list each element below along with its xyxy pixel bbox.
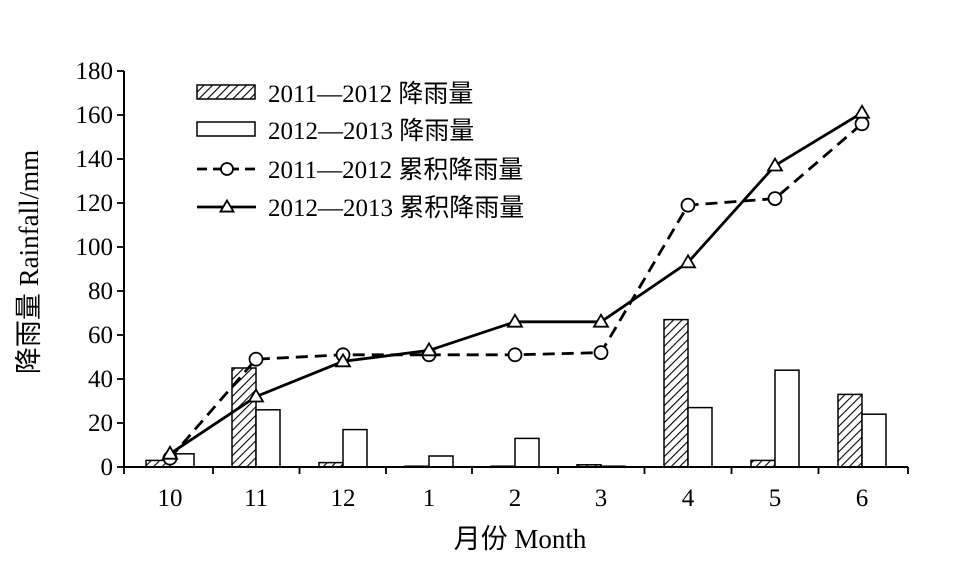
y-tick-label: 0 (101, 454, 114, 481)
bar-2012-2013-4 (687, 406, 713, 468)
bar-2012-2013-12 (342, 428, 368, 468)
marker-triangle-3 (592, 313, 610, 328)
legend-item-2: 2012—2013 降雨量 (196, 117, 474, 145)
x-tick-label: 2 (509, 485, 522, 512)
marker-circle-3 (593, 345, 609, 361)
marker-triangle-10 (161, 445, 179, 460)
y-tick-label: 40 (88, 366, 113, 393)
legend-item-4: 2012—2013 累积降雨量 (197, 194, 524, 222)
y-tick-label: 140 (76, 146, 114, 173)
x-tick-label: 11 (244, 485, 268, 512)
legend-item-1: 2011—2012 降雨量 (196, 80, 473, 108)
legend-marker-triangle (218, 198, 236, 213)
bar-2012-2013-2 (514, 437, 540, 468)
marker-triangle-5 (766, 156, 784, 172)
marker-triangle-11 (247, 387, 265, 403)
marker-circle-11 (248, 351, 264, 367)
marker-triangle-1 (420, 341, 438, 357)
marker-circle-6 (854, 116, 870, 132)
y-tick-label: 80 (88, 278, 113, 305)
legend-item-3: 2011—2012 累积降雨量 (197, 156, 523, 184)
x-tick-label: 5 (769, 485, 782, 512)
y-tick-label: 60 (88, 322, 113, 349)
y-tick-label: 160 (76, 102, 114, 129)
legend: 2011—2012 降雨量 2012—2013 降雨量 2011—2012 累积降雨… (196, 80, 524, 222)
bar-2011-2012-4 (663, 318, 689, 468)
y-tick-label: 100 (76, 234, 114, 261)
bar-2012-2013-11 (255, 409, 281, 468)
x-tick-label: 4 (682, 485, 695, 512)
x-tick-label: 3 (595, 485, 608, 512)
x-tick-label: 12 (331, 485, 356, 512)
marker-triangle-6 (853, 104, 871, 119)
marker-circle-5 (767, 191, 783, 207)
x-tick-label: 10 (158, 485, 183, 512)
y-axis-title: 降雨量 Rainfall/mm (14, 150, 44, 374)
legend-label: 2011—2012 累积降雨量 (268, 156, 523, 184)
legend-swatch-hatched (196, 84, 256, 100)
marker-circle-4 (680, 197, 696, 213)
marker-triangle-12 (334, 352, 352, 368)
marker-circle-2 (507, 347, 523, 363)
legend-label: 2011—2012 降雨量 (268, 80, 473, 108)
legend-label: 2012—2013 降雨量 (268, 117, 474, 145)
marker-triangle-2 (506, 313, 524, 328)
legend-marker-circle (220, 162, 234, 176)
x-tick-label: 1 (423, 485, 436, 512)
y-tick-label: 180 (76, 58, 114, 85)
marker-triangle-4 (679, 253, 697, 269)
y-tick-label: 120 (76, 190, 114, 217)
bar-2012-2013-5 (774, 369, 800, 468)
x-axis-title: 月份 Month (454, 524, 587, 554)
y-tick-label: 20 (88, 410, 113, 437)
bar-2012-2013-6 (861, 413, 887, 468)
bar-2012-2013-1 (428, 455, 454, 468)
legend-swatch-open (196, 121, 256, 137)
bar-2011-2012-6 (837, 393, 863, 468)
legend-label: 2012—2013 累积降雨量 (268, 194, 524, 222)
x-tick-label: 6 (856, 485, 869, 512)
lines-layer (161, 104, 871, 466)
